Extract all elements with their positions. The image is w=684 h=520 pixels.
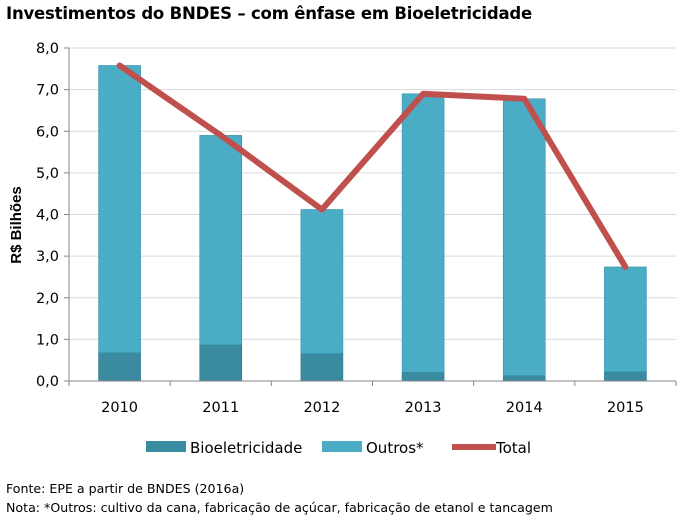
y-tick-labels: 0,0 1,0 2,0 3,0 4,0 5,0 6,0 7,0 8,0 bbox=[36, 41, 59, 390]
y-tick-label: 1,0 bbox=[36, 332, 59, 348]
bar-bioeletricidade bbox=[502, 375, 546, 382]
y-tick-label: 2,0 bbox=[36, 291, 59, 307]
footnote: Nota: *Outros: cultivo da cana, fabricaç… bbox=[6, 500, 553, 515]
bar-bioeletricidade bbox=[300, 353, 344, 382]
y-tick-label: 5,0 bbox=[36, 166, 59, 182]
y-tick-label: 8,0 bbox=[36, 41, 59, 57]
bar-bioeletricidade bbox=[98, 352, 141, 382]
legend-item-outros: Outros* bbox=[322, 439, 424, 457]
x-tick-label: 2015 bbox=[607, 400, 644, 416]
bar-bioeletricidade bbox=[199, 344, 243, 382]
bar-outros bbox=[199, 135, 243, 346]
legend-swatch bbox=[146, 441, 186, 452]
chart-title: Investimentos do BNDES – com ênfase em B… bbox=[6, 4, 533, 23]
bar-outros bbox=[300, 209, 344, 354]
axes bbox=[64, 47, 677, 386]
total-line bbox=[116, 62, 629, 270]
bars bbox=[98, 65, 647, 382]
legend-swatch bbox=[322, 441, 362, 452]
legend-label: Outros* bbox=[366, 439, 424, 457]
x-tick-labels: 2010 2011 2012 2013 2014 2015 bbox=[101, 400, 644, 416]
x-tick-label: 2012 bbox=[303, 400, 340, 416]
bar-outros bbox=[98, 65, 141, 353]
bar-outros bbox=[502, 98, 546, 376]
x-tick-label: 2011 bbox=[202, 400, 239, 416]
x-tick-label: 2013 bbox=[405, 400, 442, 416]
source-note: Fonte: EPE a partir de BNDES (2016a) bbox=[6, 481, 245, 496]
bar-bioeletricidade bbox=[401, 371, 445, 382]
y-tick-label: 6,0 bbox=[36, 124, 59, 140]
legend-label: Total bbox=[495, 439, 531, 457]
y-tick-label: 7,0 bbox=[36, 83, 59, 99]
x-tick-label: 2014 bbox=[506, 400, 543, 416]
bar-bioeletricidade bbox=[604, 371, 647, 382]
gridlines bbox=[69, 47, 676, 340]
y-tick-label: 4,0 bbox=[36, 208, 59, 224]
chart: 0,0 1,0 2,0 3,0 4,0 5,0 6,0 7,0 8,0 2010 2011 2012… bbox=[8, 41, 677, 457]
bar-outros bbox=[604, 266, 647, 373]
y-tick-label: 0,0 bbox=[36, 374, 59, 390]
x-tick-label: 2010 bbox=[101, 400, 138, 416]
legend-item-total: Total bbox=[452, 439, 531, 457]
legend-item-bioeletricidade: Bioeletricidade bbox=[146, 439, 302, 457]
legend: Bioeletricidade Outros* Total bbox=[146, 439, 531, 457]
bar-outros bbox=[401, 93, 445, 373]
legend-label: Bioeletricidade bbox=[190, 439, 302, 457]
y-axis-label: R$ Bilhões bbox=[8, 186, 25, 264]
y-tick-label: 3,0 bbox=[36, 249, 59, 265]
